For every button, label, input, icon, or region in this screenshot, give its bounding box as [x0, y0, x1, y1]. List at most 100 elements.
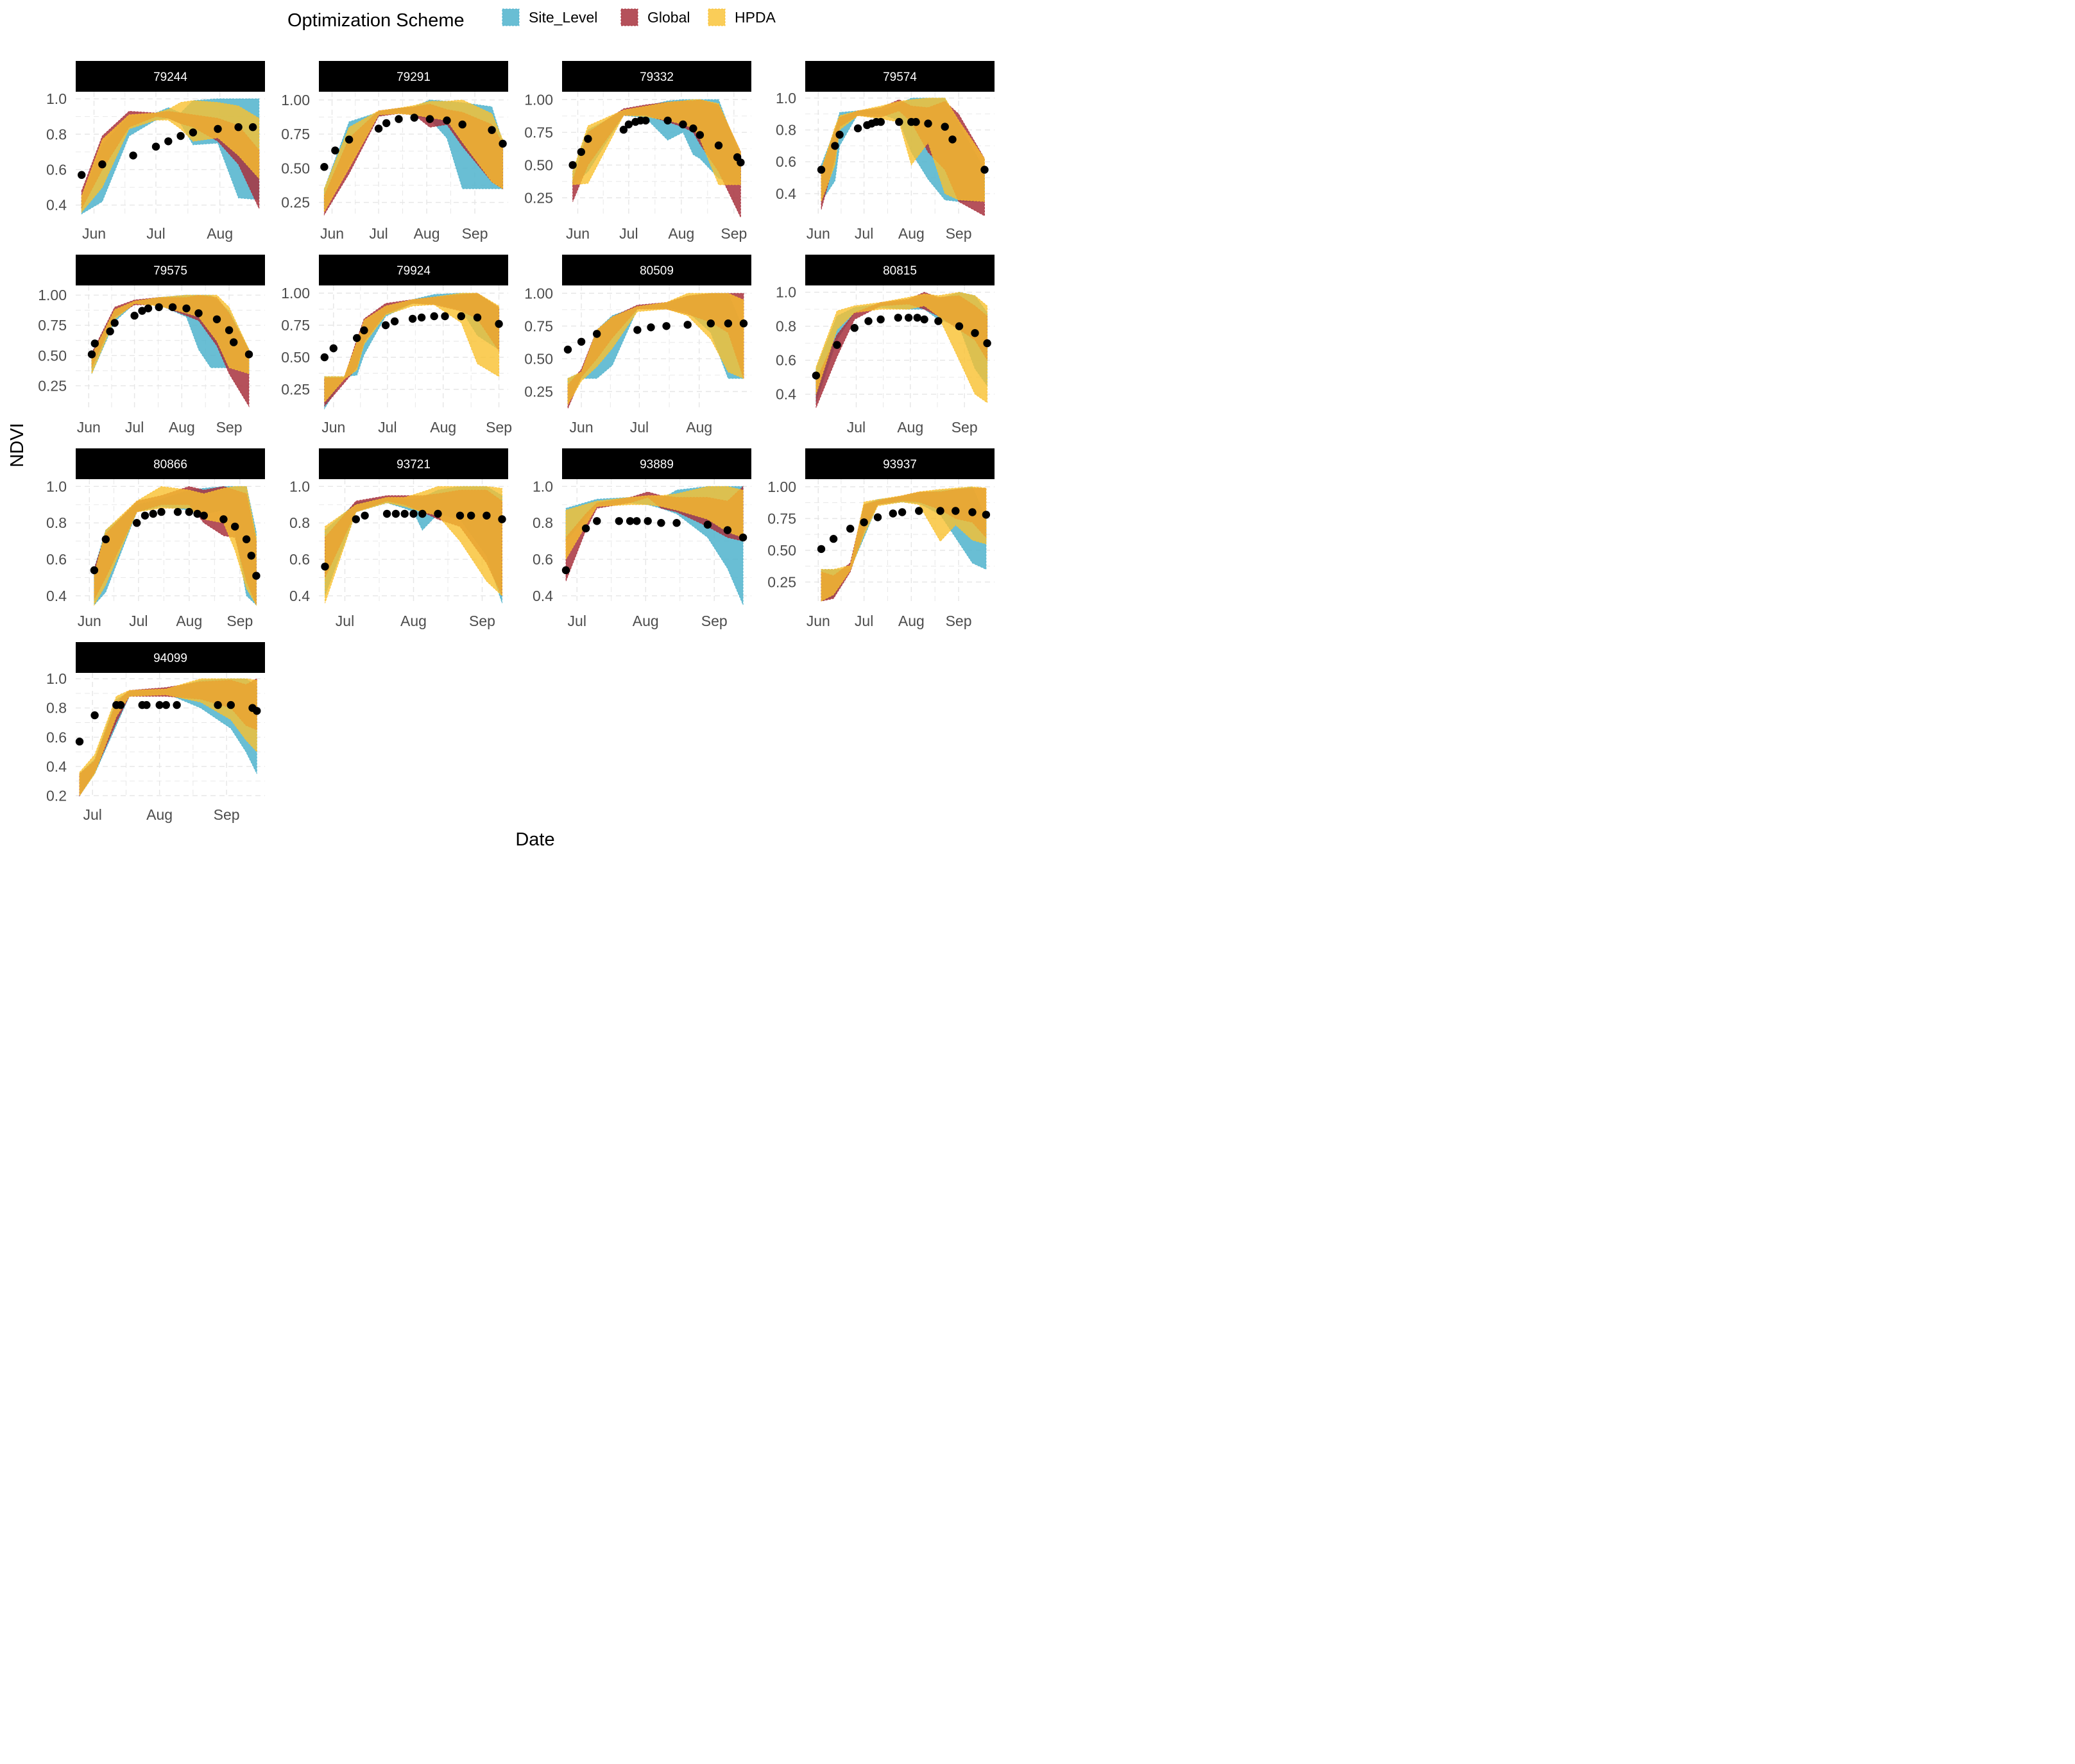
- x-tick-label: Jul: [129, 613, 148, 629]
- observed-point: [584, 135, 592, 143]
- observed-point: [739, 319, 748, 328]
- observed-point: [663, 116, 672, 125]
- x-tick-label: Aug: [400, 613, 427, 629]
- observed-point: [873, 513, 882, 522]
- facet-strip: [805, 61, 995, 92]
- y-tick-label: 1.0: [46, 478, 67, 495]
- observed-point: [75, 737, 84, 746]
- observed-point: [242, 535, 251, 543]
- observed-points: [563, 319, 748, 354]
- observed-point: [425, 115, 434, 123]
- ribbon-hpda: [79, 678, 257, 797]
- y-tick-label: 0.4: [46, 197, 67, 214]
- observed-point: [846, 525, 855, 533]
- legend-swatch-site-level: [502, 8, 520, 26]
- y-tick-label: 0.75: [767, 510, 796, 527]
- observed-point: [253, 707, 261, 715]
- observed-point: [189, 128, 198, 137]
- observed-point: [683, 321, 692, 329]
- observed-point: [382, 119, 391, 128]
- ribbon-hpda: [821, 486, 987, 602]
- x-tick-label: Sep: [946, 225, 972, 242]
- observed-point: [374, 124, 383, 133]
- x-tick-label: Jul: [568, 613, 586, 629]
- observed-point: [101, 535, 110, 543]
- x-tick-label: Aug: [898, 225, 925, 242]
- x-tick-label: Sep: [216, 419, 243, 436]
- observed-points: [78, 123, 257, 179]
- y-tick-label: 1.0: [533, 478, 553, 495]
- observed-point: [441, 312, 449, 321]
- observed-point: [90, 711, 99, 720]
- observed-point: [381, 321, 390, 330]
- observed-points: [320, 114, 507, 171]
- observed-point: [193, 509, 201, 518]
- y-tick-label: 0.6: [46, 161, 67, 178]
- observed-point: [391, 509, 400, 518]
- observed-point: [151, 142, 160, 151]
- observed-point: [915, 507, 923, 515]
- ribbon-hpda: [323, 99, 504, 214]
- observed-point: [662, 322, 670, 330]
- observed-point: [657, 519, 665, 527]
- x-tick-label: Aug: [897, 419, 923, 436]
- observed-point: [912, 117, 920, 126]
- y-tick-label: 0.8: [46, 126, 67, 142]
- observed-point: [130, 311, 139, 320]
- observed-points: [812, 314, 991, 380]
- facet-panel-80509: 80509 0.25 0.50 0.75 1.00 Jun Jul Aug: [524, 255, 751, 436]
- ribbon-hpda: [565, 486, 744, 561]
- observed-point: [395, 115, 403, 123]
- observed-point: [138, 307, 146, 315]
- observed-point: [473, 313, 482, 322]
- x-tick-label: Sep: [721, 225, 747, 242]
- y-tick-label: 0.8: [776, 318, 796, 335]
- facet-panel-79574: 79574 0.4 0.6 0.8 1.0 Jun Jul Aug Sep: [776, 61, 995, 242]
- observed-points: [87, 303, 253, 359]
- observed-point: [361, 511, 369, 520]
- facet-strip: [562, 61, 751, 92]
- observed-point: [417, 313, 426, 322]
- y-axis-title: NDVI: [7, 423, 28, 467]
- x-tick-label: Jun: [77, 419, 101, 436]
- observed-points: [320, 312, 503, 362]
- observed-point: [577, 148, 585, 157]
- observed-point: [456, 511, 465, 520]
- observed-point: [248, 123, 257, 131]
- x-tick-label: Aug: [633, 613, 659, 629]
- x-tick-label: Sep: [469, 613, 495, 629]
- observed-point: [904, 314, 913, 322]
- facet-panel-93721: 93721 0.4 0.6 0.8 1.0 Jul Aug Sep: [289, 448, 508, 629]
- observed-point: [247, 552, 255, 560]
- observed-point: [173, 700, 181, 709]
- facet-panel-79575: 79575 0.25 0.50 0.75 1.00 Jun Jul Aug Sep: [38, 255, 265, 436]
- x-tick-label: Aug: [176, 613, 202, 629]
- observed-point: [577, 337, 586, 346]
- observed-point: [87, 350, 96, 359]
- observed-point: [155, 700, 164, 709]
- observed-point: [434, 509, 442, 518]
- observed-point: [498, 515, 506, 523]
- facet-strip: [562, 448, 751, 479]
- observed-point: [723, 526, 732, 534]
- observed-point: [971, 329, 979, 337]
- observed-point: [353, 334, 361, 343]
- y-tick-label: 0.8: [46, 700, 67, 717]
- observed-point: [360, 326, 368, 335]
- observed-point: [817, 545, 826, 554]
- observed-point: [390, 317, 399, 326]
- observed-point: [176, 131, 185, 140]
- observed-point: [889, 509, 898, 518]
- x-tick-label: Aug: [146, 806, 173, 823]
- y-tick-label: 0.4: [776, 386, 796, 403]
- observed-point: [706, 319, 715, 328]
- facet-strip: [76, 642, 265, 673]
- ribbon-hpda: [567, 293, 744, 406]
- facet-strip-label: 94099: [153, 652, 187, 665]
- legend-label-global: Global: [647, 9, 690, 26]
- y-tick-label: 0.75: [524, 318, 553, 334]
- observed-point: [936, 507, 944, 515]
- observed-points: [561, 517, 747, 575]
- observed-point: [952, 507, 960, 515]
- x-tick-label: Jul: [336, 613, 354, 629]
